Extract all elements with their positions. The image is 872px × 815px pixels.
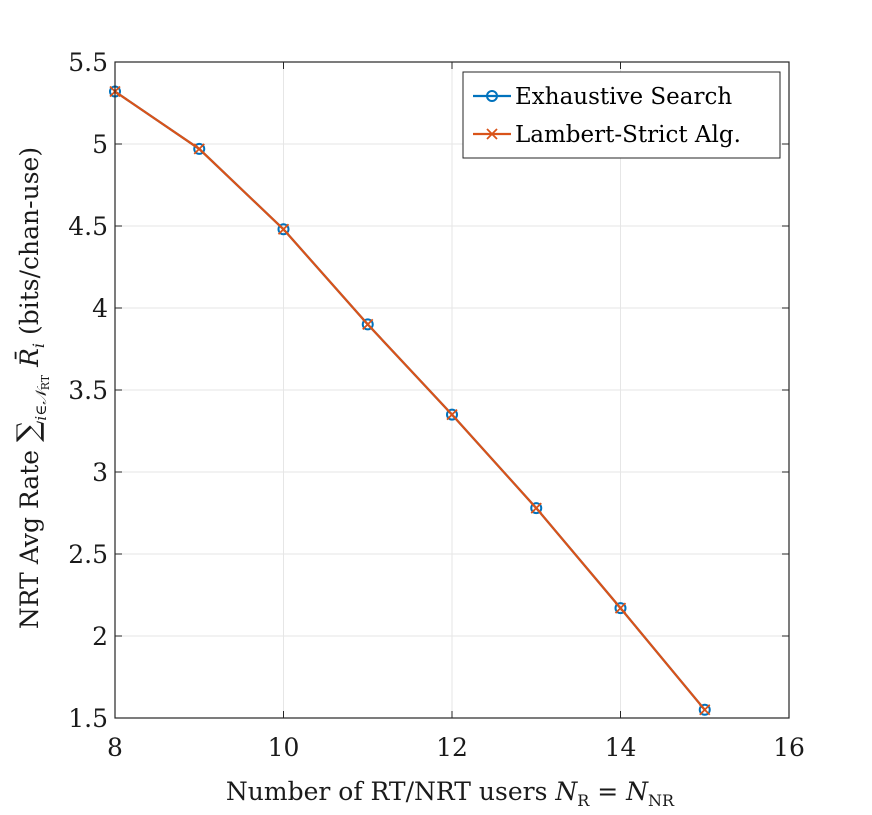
x-tick-label: 10: [268, 733, 300, 762]
y-tick-label: 2.5: [68, 540, 108, 569]
legend-entry: Exhaustive Search: [473, 84, 732, 110]
data-point-x-stroke: [699, 704, 711, 716]
data-point-x: [486, 128, 498, 140]
grid: [114, 61, 790, 719]
x-tick-label: 12: [436, 733, 468, 762]
data-point-x: [446, 408, 458, 421]
data-point-x: [362, 318, 374, 331]
data-point-x-stroke: [193, 143, 205, 155]
legend-items: Exhaustive Search Lambert-Strict Alg.: [473, 84, 741, 148]
x-tick-label: 8: [107, 733, 123, 762]
data-point-circle: [193, 142, 206, 155]
y-tick-label: 5.5: [68, 48, 108, 77]
legend-entry: Lambert-Strict Alg.: [473, 122, 741, 148]
data-point-circle: [486, 90, 498, 102]
data-point-x-stroke: [362, 318, 374, 331]
y-axis-label: NRT Avg Rate ∑i∈𝒩RT R̄i (bits/chan-use): [11, 147, 52, 629]
y-tick-label: 1.5: [68, 704, 108, 733]
data-point-x: [699, 704, 711, 716]
data-point-circle: [530, 502, 543, 515]
data-point-x-stroke: [277, 223, 290, 235]
data-point-x-stroke: [446, 408, 458, 421]
y-tick-label: 4: [92, 294, 108, 323]
data-point-x: [614, 602, 627, 614]
legend-label: Exhaustive Search: [515, 84, 732, 110]
series-line: [114, 90, 706, 711]
data-point-circle: [446, 408, 458, 421]
series-lambert-strict: [109, 85, 711, 716]
y-tick-label: 3: [92, 458, 108, 487]
data-point-x: [277, 223, 290, 235]
data-point-x: [193, 143, 205, 155]
data-point-circle: [614, 602, 627, 615]
x-tick-label: 14: [605, 733, 637, 762]
y-tick-label: 5: [92, 130, 108, 159]
legend-box: [462, 71, 781, 159]
y-tick-label: 2: [92, 622, 108, 651]
series-line: [114, 90, 706, 711]
data-point-x-stroke: [486, 128, 498, 140]
ticks: 8 10 12 14 16 1.5 2 2.5 3 3.5 4 4.5 5 5.5: [68, 48, 805, 762]
data-point-circle: [698, 703, 711, 716]
y-tick-label: 4.5: [68, 212, 108, 241]
data-point-circle: [361, 318, 374, 331]
legend-label: Lambert-Strict Alg.: [515, 122, 741, 148]
series-layer: [109, 85, 711, 716]
legend: Exhaustive Search Lambert-Strict Alg.: [462, 71, 781, 159]
data-point-x: [530, 502, 542, 514]
x-tick-label: 16: [773, 733, 805, 762]
series-exhaustive-search: [109, 85, 711, 716]
x-axis-label: Number of RT/NRT users NR = NNR: [226, 777, 675, 810]
data-point-x-stroke: [530, 502, 542, 514]
y-tick-label: 3.5: [68, 376, 108, 405]
data-point-circle: [277, 223, 290, 236]
data-point-x-stroke: [614, 602, 627, 614]
